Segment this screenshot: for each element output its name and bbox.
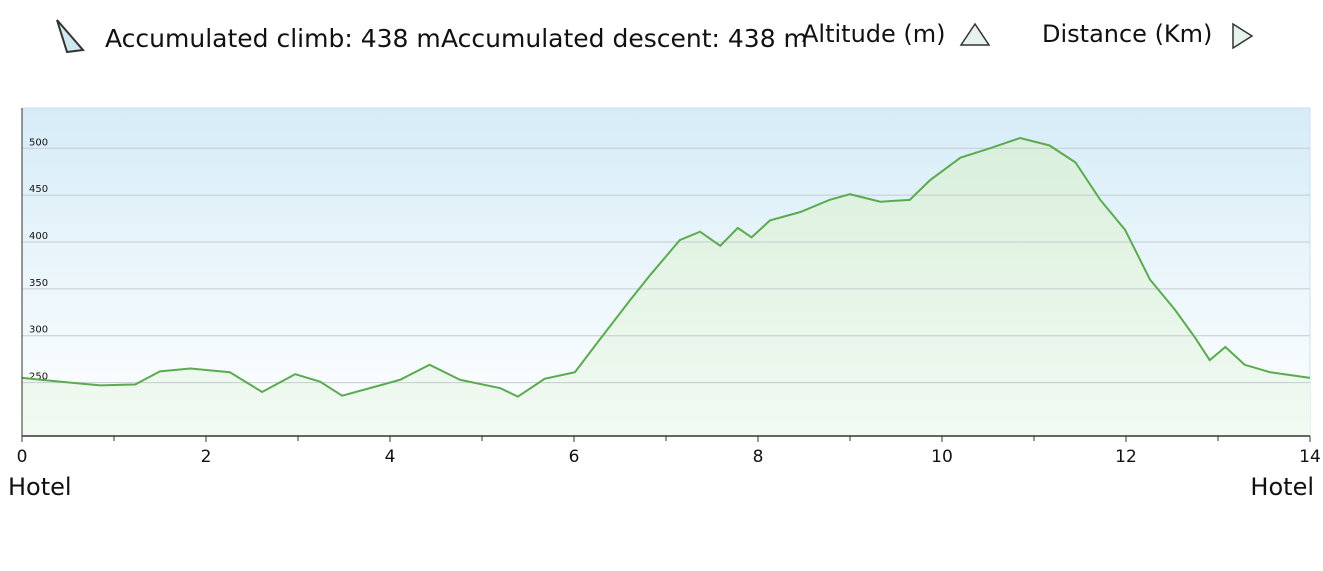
start-label: Hotel [8, 473, 72, 501]
y-axis-title: Altitude (m) [802, 20, 946, 48]
altitude-icon [959, 22, 991, 46]
x-axis-title: Distance (Km) [1042, 20, 1212, 48]
climb-icon [56, 19, 85, 54]
x-tick-label: 2 [201, 447, 212, 467]
distance-icon [1232, 22, 1254, 50]
x-tick-label: 10 [931, 447, 953, 467]
y-tick-label: 250 [29, 372, 48, 383]
y-tick-label: 400 [29, 231, 48, 242]
y-tick-label: 500 [29, 137, 48, 148]
climb-stat: Accumulated climb: 438 m [105, 24, 441, 53]
x-tick-label: 0 [17, 447, 28, 467]
y-tick-label: 450 [29, 184, 48, 195]
x-tick-label: 14 [1299, 447, 1321, 467]
x-tick-label: 8 [753, 447, 764, 467]
x-tick-label: 6 [569, 447, 580, 467]
y-tick-label: 300 [29, 325, 48, 336]
elevation-line [21, 136, 1311, 398]
area-fill [22, 137, 1310, 436]
descent-stat: Accumulated descent: 438 m [441, 24, 808, 53]
x-tick-label: 12 [1115, 447, 1137, 467]
end-label: Hotel [1250, 473, 1314, 501]
x-tick-label: 4 [385, 447, 396, 467]
y-tick-label: 350 [29, 278, 48, 289]
